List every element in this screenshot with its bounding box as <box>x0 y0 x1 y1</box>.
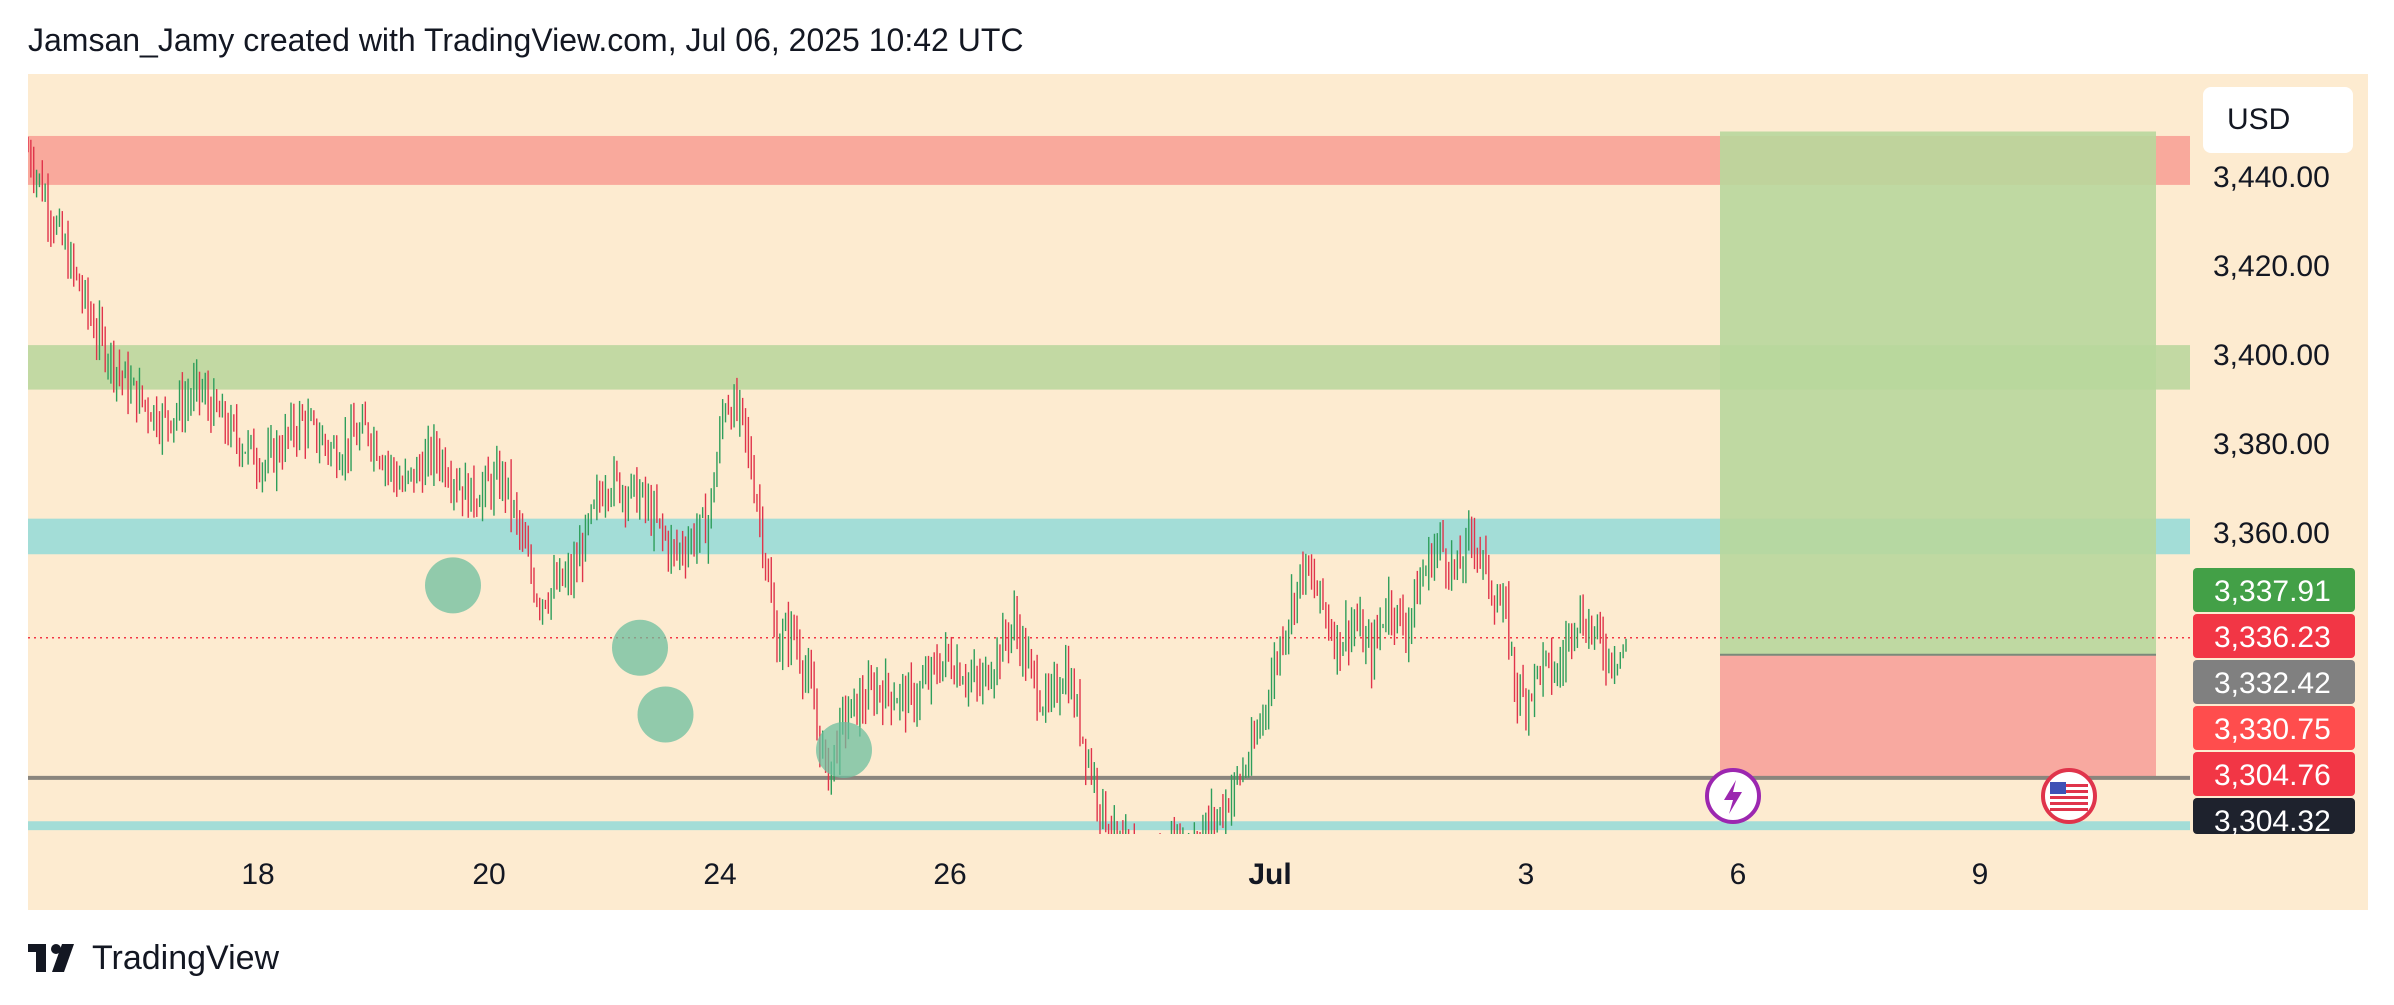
highlight-circle[interactable] <box>637 686 694 743</box>
flag-stripe <box>2050 790 2088 793</box>
flag-stripe <box>2050 796 2088 799</box>
x-tick-label: Jul <box>1248 858 1291 891</box>
highlight-circle[interactable] <box>816 722 872 779</box>
price-badge[interactable] <box>2193 660 2355 704</box>
x-tick-label: 3 <box>1518 858 1535 891</box>
highlight-circle[interactable] <box>612 619 668 676</box>
price-badge[interactable] <box>2193 614 2355 658</box>
price-badge-label: 3,336.23 <box>2214 621 2331 654</box>
x-tick-label: 9 <box>1972 858 1989 891</box>
y-tick-label: 3,380.00 <box>2213 428 2330 461</box>
price-chart[interactable]: 3,440.00 3,420.00 3,400.00 3,380.00 3,360.00… <box>28 74 2368 910</box>
highlight-circle[interactable] <box>425 557 481 614</box>
position-target-zone[interactable] <box>1720 131 2156 655</box>
x-tick-label: 6 <box>1730 858 1747 891</box>
tradingview-brand-text: TradingView <box>92 938 280 977</box>
x-tick-label: 18 <box>241 858 274 891</box>
flag-stripe <box>2050 802 2088 805</box>
price-badge[interactable] <box>2193 706 2355 750</box>
chart-attribution: Jamsan_Jamy created with TradingView.com… <box>28 22 1024 58</box>
flag-stripe <box>2050 784 2088 787</box>
price-badge-label: 3,332.42 <box>2214 667 2331 700</box>
y-tick-label: 3,420.00 <box>2213 250 2330 283</box>
tradingview-logo[interactable]: TradingView <box>28 938 279 978</box>
lightning-icon <box>1724 780 1742 814</box>
flag-canton <box>2050 782 2066 794</box>
price-badge-label: 3,337.91 <box>2214 575 2331 608</box>
price-badge-label: 3,304.76 <box>2214 759 2331 792</box>
y-tick-label: 3,400.00 <box>2213 339 2330 372</box>
chart-area[interactable]: 3,440.00 3,420.00 3,400.00 3,380.00 3,360.00… <box>28 74 2368 910</box>
x-tick-label: 20 <box>472 858 505 891</box>
flag-stripe <box>2050 808 2088 811</box>
tradingview-logo-icon <box>28 944 74 972</box>
y-tick-label: 3,440.00 <box>2213 161 2330 194</box>
position-stop-zone[interactable] <box>1720 654 2156 778</box>
price-badge-label: 3,330.75 <box>2214 713 2331 746</box>
y-tick-label: 3,360.00 <box>2213 517 2330 550</box>
x-tick-label: 24 <box>703 858 736 891</box>
price-badge[interactable] <box>2193 798 2355 834</box>
price-badge[interactable] <box>2193 568 2355 612</box>
price-badge[interactable] <box>2193 752 2355 796</box>
currency-label[interactable]: USD <box>2203 87 2353 153</box>
x-tick-label: 26 <box>933 858 966 891</box>
price-badge-label: 3,304.32 <box>2214 805 2331 838</box>
